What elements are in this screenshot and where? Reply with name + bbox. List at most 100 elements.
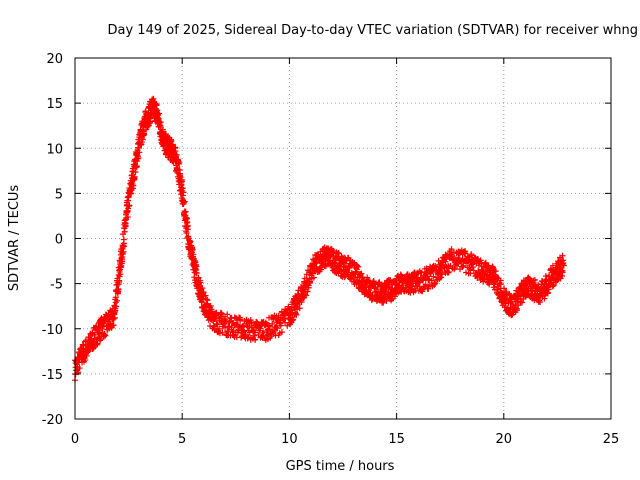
data-point — [260, 329, 267, 336]
data-point — [305, 284, 312, 291]
data-point — [317, 266, 324, 273]
data-point — [223, 317, 230, 324]
data-point — [198, 299, 205, 306]
data-point — [303, 292, 310, 299]
data-point — [432, 280, 439, 287]
data-point — [558, 268, 565, 275]
data-point — [200, 295, 207, 302]
data-point — [448, 246, 455, 253]
data-point — [257, 325, 264, 332]
data-point — [181, 198, 188, 205]
data-point — [545, 286, 552, 293]
data-point — [183, 229, 190, 236]
data-point — [306, 278, 313, 285]
data-point — [168, 138, 175, 145]
data-point — [173, 151, 180, 158]
data-point — [459, 263, 466, 270]
y-tick-label: -5 — [50, 278, 63, 293]
data-point — [445, 269, 452, 276]
data-point — [544, 290, 551, 297]
data-point — [491, 281, 498, 288]
y-axis-label: SDTVAR / TECUs — [7, 185, 22, 292]
data-point — [113, 303, 120, 310]
data-point — [271, 328, 278, 335]
data-point — [114, 297, 121, 304]
data-point — [225, 323, 232, 330]
data-point — [121, 228, 128, 235]
data-point — [216, 325, 223, 332]
y-tick-label: 0 — [55, 233, 63, 248]
data-point — [520, 277, 527, 284]
data-point — [497, 277, 504, 284]
data-point — [126, 202, 133, 209]
y-tick-label: 15 — [46, 97, 63, 112]
data-point — [120, 248, 127, 255]
data-point — [243, 322, 250, 329]
data-point — [475, 270, 482, 277]
data-point — [117, 271, 124, 278]
y-tick-label: -15 — [42, 368, 63, 383]
data-point — [425, 276, 432, 283]
data-point — [197, 279, 204, 286]
data-point — [219, 329, 226, 336]
data-point — [154, 107, 161, 114]
data-point — [184, 226, 191, 233]
data-point — [492, 268, 499, 275]
data-point — [252, 329, 259, 336]
data-point — [214, 321, 221, 328]
data-point — [346, 275, 353, 282]
data-point — [292, 310, 299, 317]
data-point — [83, 352, 90, 359]
data-point — [270, 329, 277, 336]
data-point — [525, 274, 532, 281]
data-point — [159, 126, 166, 133]
data-point — [136, 149, 143, 156]
data-point — [269, 320, 276, 327]
data-point — [200, 289, 207, 296]
data-point — [438, 274, 445, 281]
data-point — [178, 176, 185, 183]
data-point — [76, 365, 83, 372]
data-point — [251, 332, 258, 339]
data-point — [111, 314, 118, 321]
data-point — [172, 144, 179, 151]
data-point — [130, 182, 137, 189]
data-point — [177, 174, 184, 181]
data-point — [135, 154, 142, 161]
data-point — [537, 299, 544, 306]
x-tick-label: 10 — [281, 432, 298, 447]
x-tick-label: 5 — [178, 432, 186, 447]
data-point — [77, 346, 84, 353]
data-point — [224, 311, 231, 318]
data-point — [443, 256, 450, 263]
data-point — [318, 259, 325, 266]
data-point — [550, 282, 557, 289]
data-point — [199, 285, 206, 292]
data-point — [124, 213, 131, 220]
data-point — [365, 277, 372, 284]
data-point — [189, 247, 196, 254]
data-point — [252, 336, 259, 343]
data-point — [376, 279, 383, 286]
data-point — [209, 308, 216, 315]
data-point — [549, 262, 556, 269]
data-point — [559, 252, 566, 259]
data-point — [358, 270, 365, 277]
data-point — [266, 322, 273, 329]
data-point — [445, 269, 452, 276]
data-point — [207, 302, 214, 309]
data-point — [285, 303, 292, 310]
data-point — [300, 286, 307, 293]
data-point — [119, 253, 126, 260]
data-point — [293, 311, 300, 318]
x-tick-label: 15 — [388, 432, 405, 447]
data-point — [439, 271, 446, 278]
data-point — [278, 329, 285, 336]
data-point — [156, 110, 163, 117]
data-point — [559, 269, 566, 276]
data-point — [195, 274, 202, 281]
data-point — [560, 262, 567, 269]
data-point — [180, 189, 187, 196]
data-point — [202, 292, 209, 299]
data-point — [290, 316, 297, 323]
